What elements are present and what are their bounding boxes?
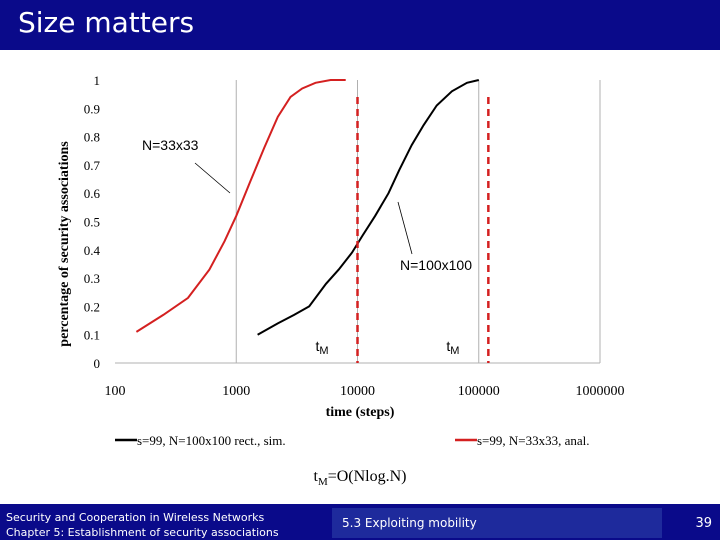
y-tick-label: 0 [94,356,101,371]
footer-bar: Security and Cooperation in Wireless Net… [0,504,720,540]
axes: 100 1000 10000 100000 1000000 0 0.1 0.2 0.3 0.4 0.… [84,73,625,399]
legend-label: s=99, N=100x100 rect., sim. [137,433,286,448]
y-tick-label: 0.1 [84,328,100,343]
x-tick-label: 1000000 [576,384,625,399]
page-number: 39 [695,516,712,531]
y-tick-label: 0.6 [84,186,101,201]
footer-section-box: 5.3 Exploiting mobility [332,508,662,538]
slide-title: Size matters [18,6,195,39]
annotation-label: N=33x33 [142,137,199,153]
y-tick-label: 1 [94,73,101,88]
y-tick-label: 0.8 [84,130,100,145]
y-tick-label: 0.3 [84,271,100,286]
annotations: N=33x33 N=100x100 [142,137,472,273]
chart: 100 1000 10000 100000 1000000 0 0.1 0.2 0.3 0.4 0.… [57,73,625,448]
legend-label: s=99, N=33x33, anal. [477,433,590,448]
grid-lines [235,80,601,363]
series-line [135,79,346,333]
legend: s=99, N=100x100 rect., sim. s=99, N=33x33… [115,433,590,448]
x-tick-label: 10000 [340,384,375,399]
footer-section: 5.3 Exploiting mobility [342,516,477,530]
x-axis-label: time (steps) [326,405,395,420]
formula: tM=O(Nlog.N) [0,468,720,488]
data-series [135,79,480,336]
y-axis-label: percentage of security associations [57,141,72,347]
annotation-pointer [397,201,413,255]
footer-line1: Security and Cooperation in Wireless Net… [6,511,265,524]
footer-course-info: Security and Cooperation in Wireless Net… [6,510,279,540]
y-tick-label: 0.5 [84,215,100,230]
y-tick-label: 0.7 [84,158,101,173]
threshold-lines: tM tM [316,97,490,363]
x-tick-label: 1000 [222,384,250,399]
threshold-label: tM [446,338,459,357]
y-tick-label: 0.2 [84,299,100,314]
series-line [257,79,480,336]
annotation-pointer [194,162,231,194]
x-tick-label: 100000 [458,384,500,399]
formula-prefix: t [313,468,318,485]
threshold-label: tM [316,338,329,357]
annotation-label: N=100x100 [400,257,472,273]
formula-rest: =O(Nlog.N) [327,468,407,485]
y-tick-label: 0.9 [84,101,100,116]
formula-subscript: M [317,476,328,488]
y-tick-label: 0.4 [84,243,101,258]
footer-line2: Chapter 5: Establishment of security ass… [6,526,279,539]
title-bar: Size matters [0,0,720,50]
x-tick-label: 100 [105,384,126,399]
